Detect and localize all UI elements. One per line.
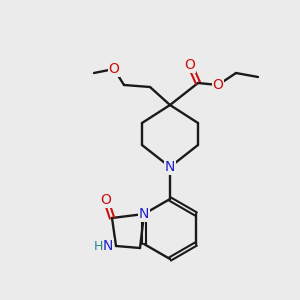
Text: O: O	[184, 58, 195, 72]
Text: O: O	[213, 78, 224, 92]
Text: N: N	[103, 239, 113, 253]
Text: N: N	[165, 160, 175, 174]
Text: N: N	[139, 207, 149, 221]
Text: O: O	[109, 62, 119, 76]
Text: O: O	[100, 193, 112, 207]
Text: H: H	[93, 239, 103, 253]
